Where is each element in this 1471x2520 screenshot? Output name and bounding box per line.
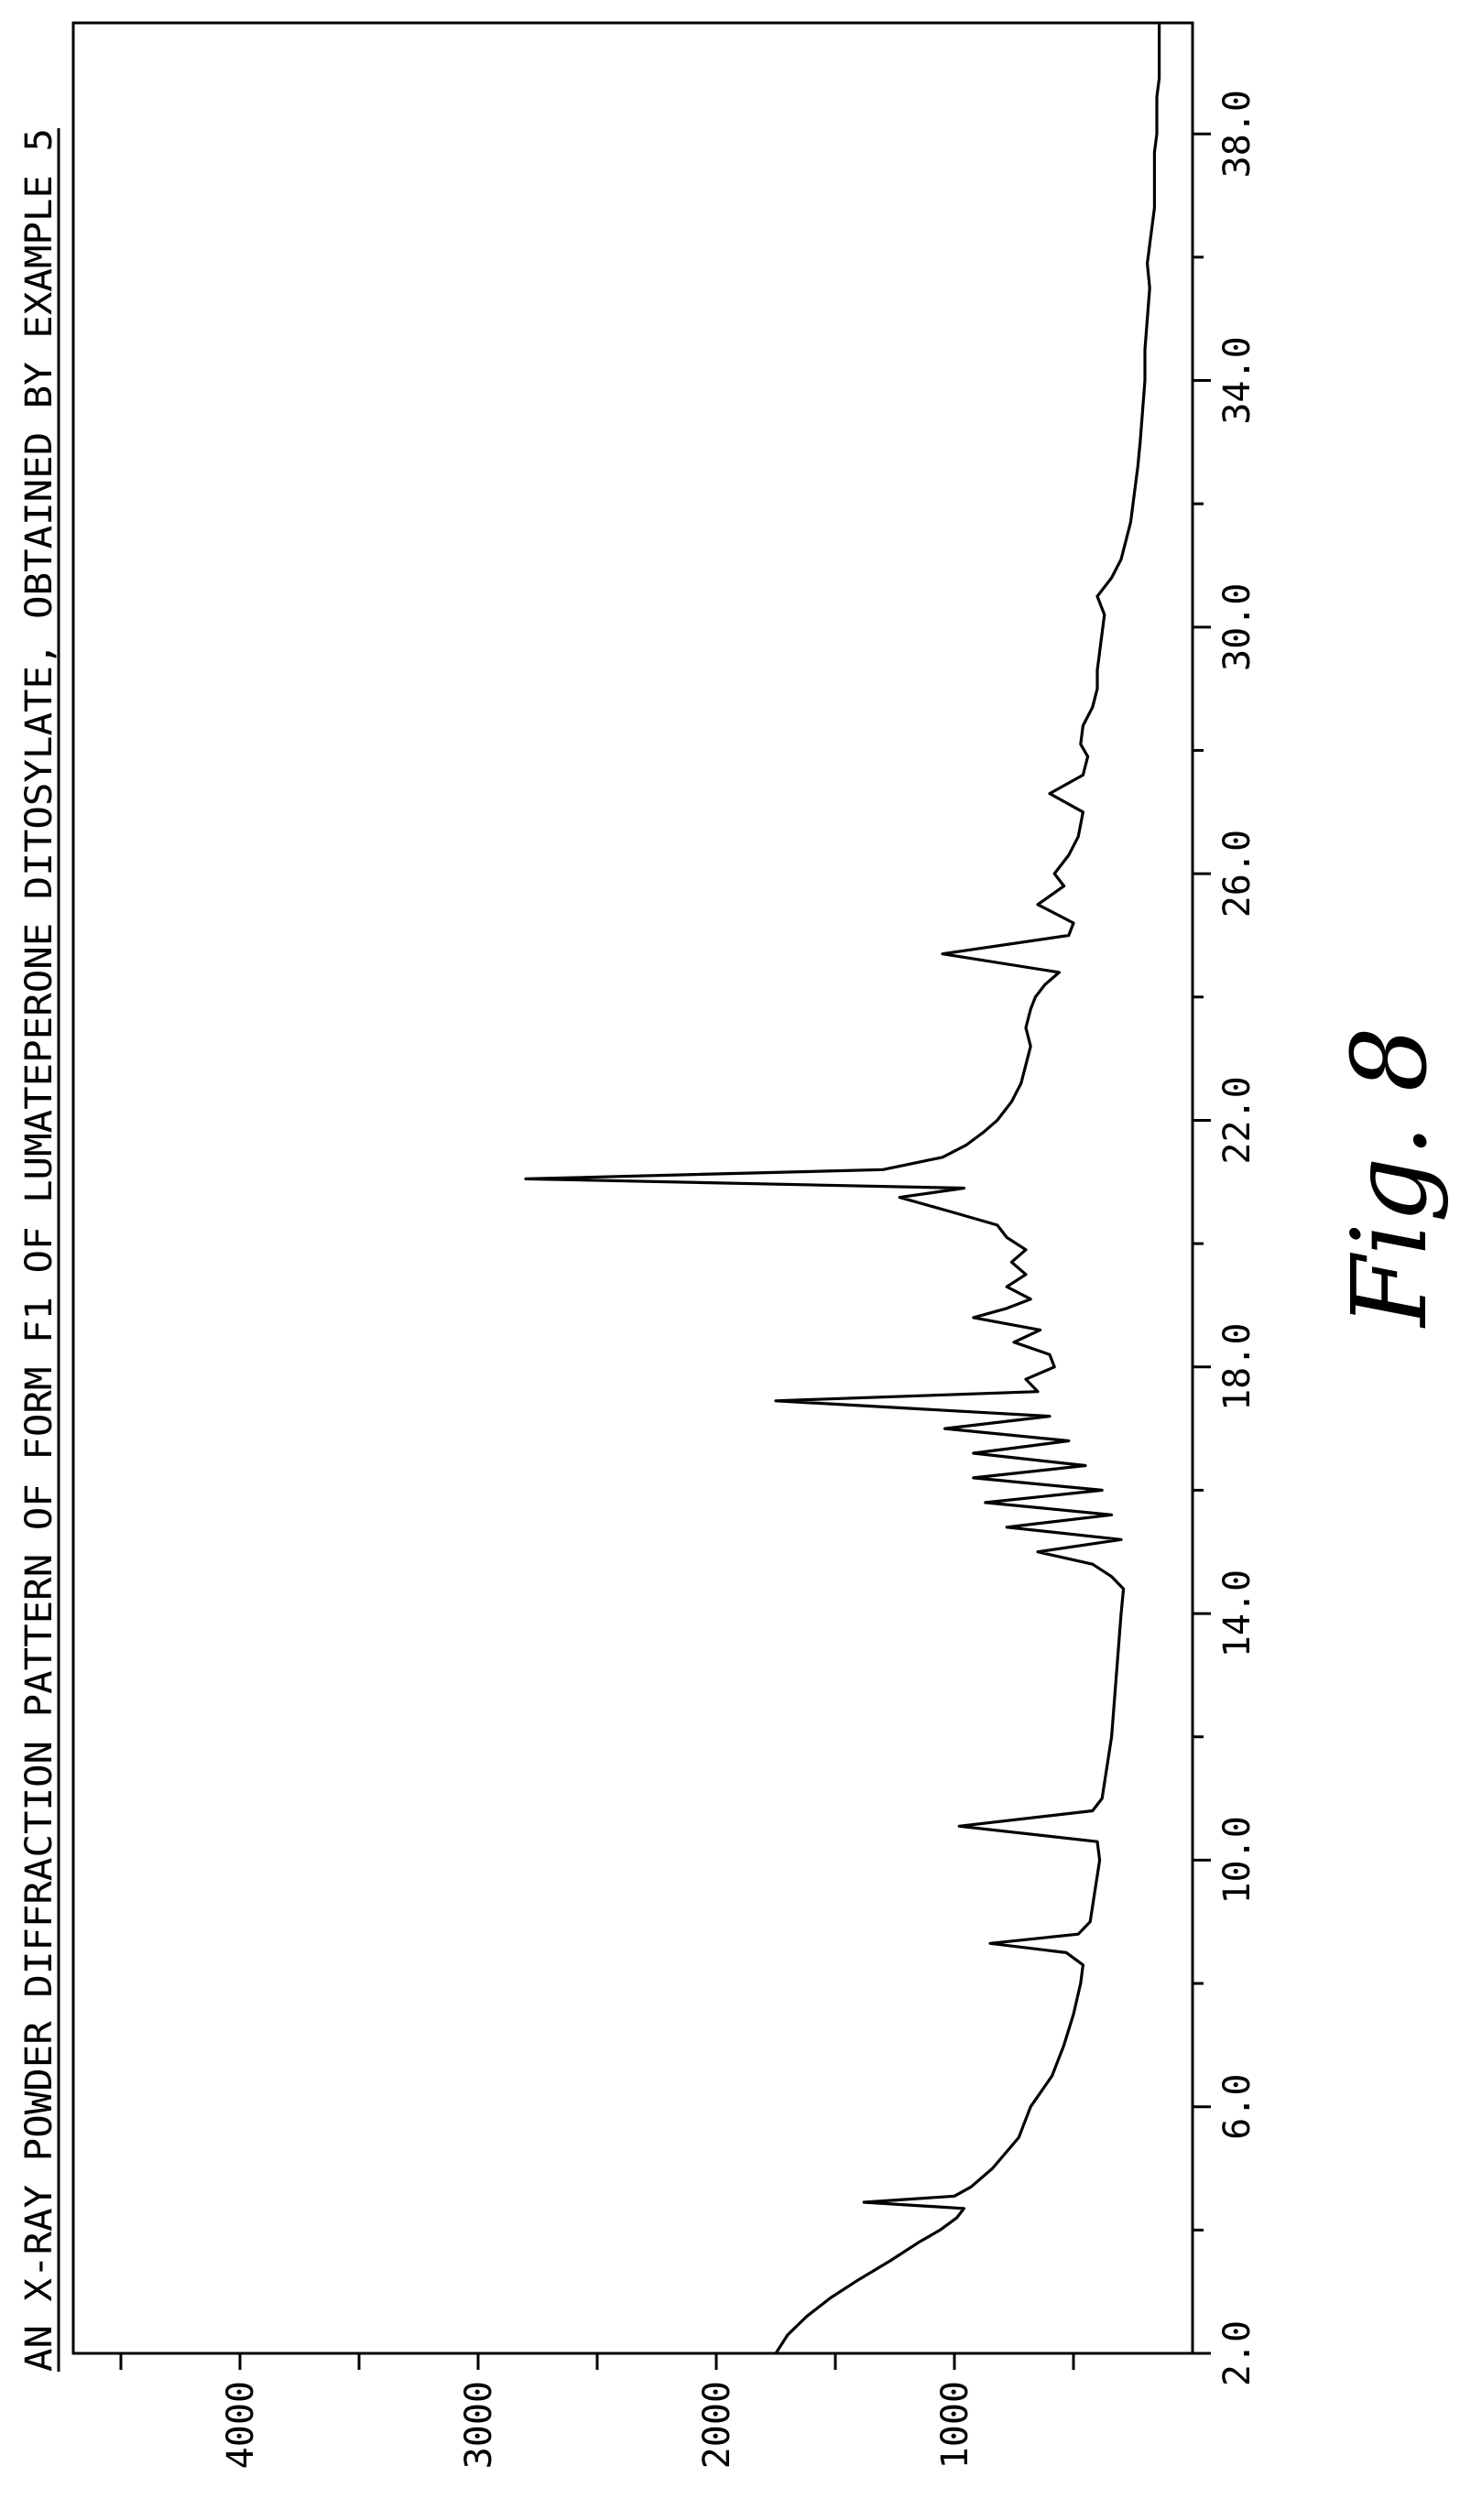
y-axis: 1000 2000 3000 4000 [121,2353,1073,2469]
x-tick-label: 22.0 [1216,1076,1259,1164]
x-axis: 2.0 6.0 10.0 14.0 18.0 22.0 26.0 30.0 34.0 38.0 [1193,90,1259,2386]
plot-frame [73,23,1193,2353]
y-tick-label: 2000 [696,2381,738,2469]
y-tick-label: 4000 [220,2381,262,2469]
x-tick-label: 34.0 [1216,336,1259,424]
x-tick-label: 26.0 [1216,830,1259,918]
y-tick-label: 3000 [458,2381,500,2469]
x-tick-label: 6.0 [1216,2074,1259,2140]
figure-label: Fig. 8 [1331,1026,1450,1329]
x-tick-label: 30.0 [1216,583,1259,671]
x-tick-label: 14.0 [1216,1570,1259,1657]
x-tick-label: 2.0 [1216,2320,1259,2386]
x-tick-label: 10.0 [1216,1816,1259,1904]
chart-title: AN X-RAY POWDER DIFFRACTION PATTERN OF F… [18,128,60,2372]
x-tick-label: 38.0 [1216,90,1259,178]
x-tick-label: 18.0 [1216,1323,1259,1411]
diffraction-pattern-line [526,23,1160,2353]
y-tick-label: 1000 [934,2381,976,2469]
